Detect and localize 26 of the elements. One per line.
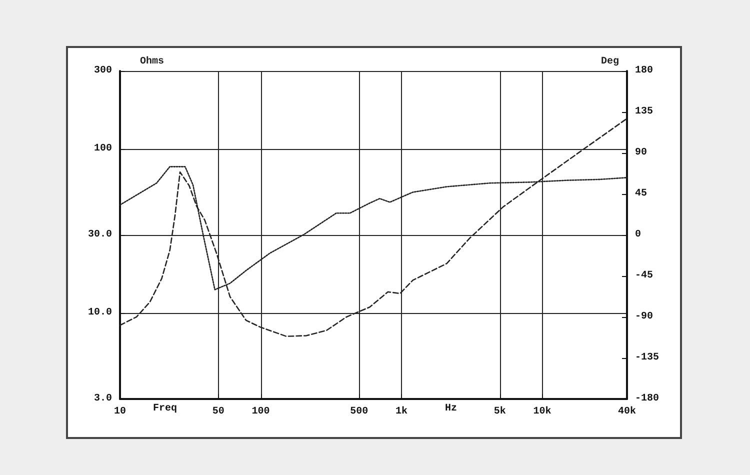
y2-tick-label: 0 <box>635 230 642 240</box>
y2-tick-label: 180 <box>635 66 654 76</box>
x-tick-label: 100 <box>252 406 270 418</box>
x-tick-label: 10k <box>533 406 552 418</box>
y2-tick-label: 90 <box>635 148 648 158</box>
y2-tick-label: 45 <box>635 188 648 200</box>
y2-tick-label: 135 <box>635 106 654 118</box>
x-tick-label: 50 <box>212 406 224 418</box>
y-tick-label: 3.0 <box>94 394 112 404</box>
y-tick-label: 10.0 <box>88 308 112 319</box>
y-tick-label: 300 <box>94 66 112 76</box>
y2-tick-label: -90 <box>635 312 654 322</box>
y2-tick-label: -135 <box>635 352 660 364</box>
y2-tick-label: -45 <box>635 270 654 282</box>
x-tick-label: 10 <box>114 406 126 418</box>
y-tick-label: 100 <box>94 144 112 155</box>
x-tick-label: 5k <box>494 406 506 418</box>
y-axis-title: Ohms <box>140 56 164 68</box>
text: Freq <box>153 404 178 414</box>
x-tick-label: 500 <box>350 406 368 418</box>
text: Hz <box>445 404 458 414</box>
y-tick-label: 30.0 <box>88 230 112 240</box>
y2-tick-label: -180 <box>635 394 660 404</box>
x-tick-label: 40k <box>618 406 636 418</box>
x-tick-label: 1k <box>396 406 408 418</box>
y2-axis-title: Deg <box>600 56 619 68</box>
